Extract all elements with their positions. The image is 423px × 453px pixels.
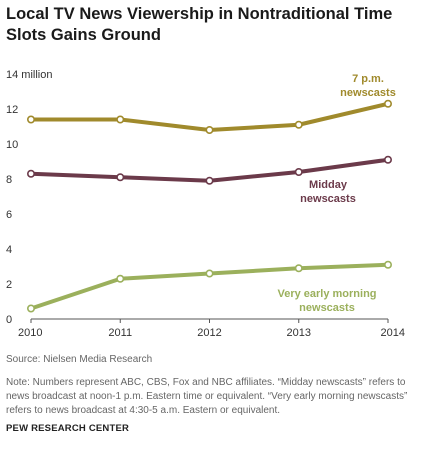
series-label: 7 p.m. newscasts <box>340 73 396 99</box>
footnote: Note: Numbers represent ABC, CBS, Fox an… <box>6 377 408 416</box>
series-label: Very early morning newscasts <box>277 288 376 314</box>
y-tick-label: 12 <box>6 104 18 116</box>
org-credit: PEW RESEARCH CENTER <box>6 423 130 434</box>
data-point <box>294 120 303 129</box>
y-tick-label: 4 <box>6 244 12 256</box>
data-point <box>205 126 214 135</box>
chart-title: Local TV News Viewership in Nontradition… <box>6 5 393 44</box>
series-label-line: Very early morning <box>277 288 376 300</box>
y-tick-label: 14 million <box>6 69 52 81</box>
data-point <box>26 115 35 124</box>
source-note: Source: Nielsen Media Research <box>6 354 153 365</box>
data-point <box>26 304 35 313</box>
y-tick-label: 6 <box>6 209 12 221</box>
data-point <box>383 99 392 108</box>
series-label-line: newscasts <box>300 193 356 205</box>
series-label: Midday newscasts <box>300 179 356 205</box>
y-tick-label: 0 <box>6 314 12 326</box>
chart-series <box>26 99 392 313</box>
x-tick-label: 2011 <box>108 327 132 339</box>
data-point <box>205 176 214 185</box>
data-point <box>383 155 392 164</box>
data-point <box>205 269 214 278</box>
y-tick-label: 8 <box>6 174 12 186</box>
series-label-line: newscasts <box>340 87 396 99</box>
data-point <box>294 168 303 177</box>
x-tick-label: 2012 <box>197 327 221 339</box>
data-point <box>383 260 392 269</box>
x-tick-label: 2014 <box>381 327 405 339</box>
x-tick-label: 2013 <box>287 327 311 339</box>
series-label-line: newscasts <box>299 302 355 314</box>
x-tick-label: 2010 <box>18 327 42 339</box>
data-point <box>294 264 303 273</box>
data-point <box>116 115 125 124</box>
data-point <box>116 173 125 182</box>
y-tick-label: 10 <box>6 139 18 151</box>
data-point <box>26 169 35 178</box>
chart-axes: 0 2 4 6 8 10 12 14 million 2010 2011 2012 2013 2014 <box>6 69 405 339</box>
series-label-line: 7 p.m. <box>352 73 384 85</box>
data-point <box>116 274 125 283</box>
series-label-line: Midday <box>309 179 348 191</box>
y-tick-label: 2 <box>6 279 12 291</box>
